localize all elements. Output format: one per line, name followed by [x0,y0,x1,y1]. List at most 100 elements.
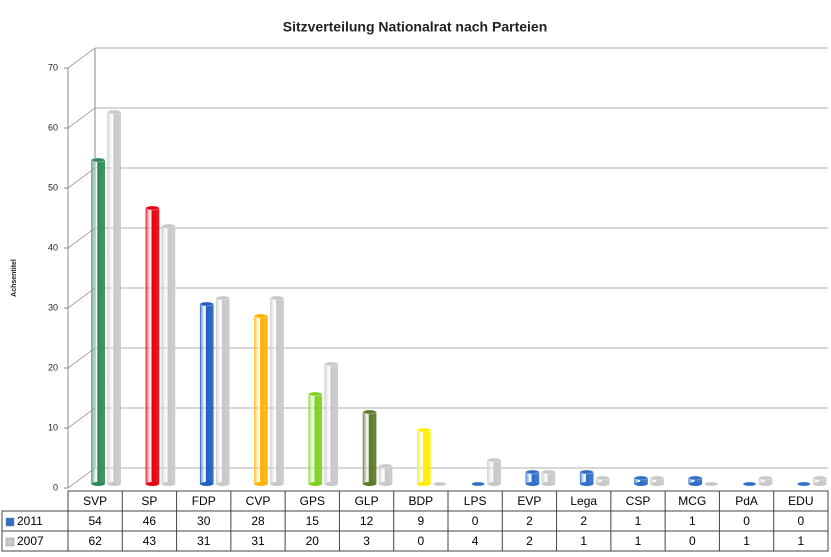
table-value: 54 [88,514,102,528]
bar-bottom [107,482,121,486]
bar-bottom [525,482,539,486]
table-value: 4 [472,534,479,548]
grid-line [67,347,828,369]
bar-bottom [145,482,159,486]
bar-top [813,475,827,481]
bar-bottom [308,482,322,486]
bar-top [433,481,447,487]
table-value: 28 [251,514,265,528]
bar-top [742,481,757,487]
table-value: 0 [472,514,479,528]
table-value: 0 [418,534,425,548]
bar [308,393,323,485]
bar [145,207,160,485]
bar [107,111,121,485]
x-tick-label: EVP [517,494,541,508]
grid-line [67,47,828,69]
bar-top [487,457,501,463]
table-value: 31 [197,534,211,548]
bar [378,465,393,485]
bar-bottom [541,482,555,486]
x-tick-label: SP [141,494,157,508]
bar [324,363,339,485]
y-tick-label: 10 [48,422,58,432]
table-value: 43 [143,534,157,548]
table-value: 1 [580,534,587,548]
x-tick-label: MCG [678,494,706,508]
bar [487,459,501,485]
bar-top [525,469,540,475]
grid-line [67,287,828,309]
bar-bottom [688,482,702,486]
table-value: 15 [306,514,320,528]
bar-bottom [650,482,664,486]
x-tick-label: CSP [626,494,651,508]
y-tick-label: 50 [48,182,58,192]
bar-bottom [254,482,268,486]
bar-top [541,469,556,475]
table-value: 0 [689,534,696,548]
bar-bottom [91,482,105,486]
y-tick-label: 20 [48,362,58,372]
y-axis-title: Achsentitel [11,259,18,297]
bar [270,297,284,485]
x-tick-label: PdA [735,494,758,508]
table-value: 31 [251,534,265,548]
table-value: 0 [798,514,805,528]
bar-bottom [363,482,377,486]
bar-top [145,205,160,211]
bar-top [324,361,339,367]
grid-line [67,407,828,429]
bar-top [471,481,485,487]
table-value: 2 [526,534,533,548]
bar-bottom [813,482,827,486]
table-value: 12 [360,514,374,528]
bar-top [308,391,323,397]
bar-top [199,301,214,307]
bar-bottom [759,482,773,486]
bar-bottom [200,482,214,486]
x-tick-label: FDP [192,494,216,508]
table-value: 2 [580,514,587,528]
bar-top [758,475,773,481]
grid-line [67,227,828,249]
legend-key [5,517,15,527]
bar-top [161,223,176,229]
legend-key [5,537,15,547]
table-value: 0 [743,514,750,528]
table-value: 1 [635,534,642,548]
table-value: 46 [143,514,157,528]
bar [215,297,230,485]
bar-bottom [270,482,284,486]
bar-bottom [216,482,230,486]
bar-top [378,463,393,469]
bar [417,429,431,485]
x-tick-label: SVP [83,494,107,508]
table-value: 1 [798,534,805,548]
bar [91,159,105,485]
x-tick-label: BDP [409,494,434,508]
bar-top [417,427,431,433]
y-tick-label: 70 [48,62,58,72]
table-value: 62 [88,534,102,548]
bar-top [362,409,377,415]
bar-top [254,313,268,319]
table-value: 1 [689,514,696,528]
y-tick-label: 0 [53,482,58,492]
grid-line [67,167,828,189]
bar-top [704,481,719,487]
table-value: 20 [306,534,320,548]
table-value: 9 [418,514,425,528]
bar-top [107,109,121,115]
bar-top [595,475,610,481]
table-value: 30 [197,514,211,528]
bar-bottom [634,482,648,486]
bar-top [579,469,594,475]
legend-label: 2011 [17,514,43,528]
bar-top [215,295,230,301]
bar-top [634,475,648,481]
bar [254,315,268,485]
y-tick-label: 30 [48,302,58,312]
bar-bottom [487,482,501,486]
